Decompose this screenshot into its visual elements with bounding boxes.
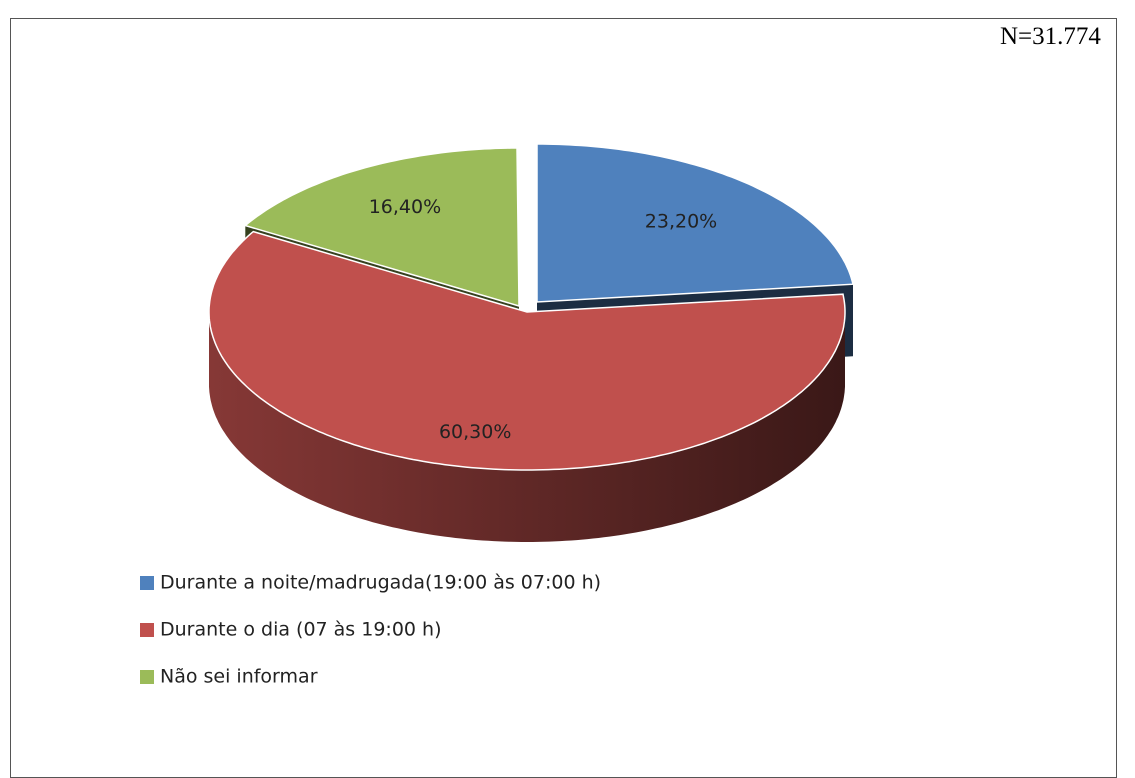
legend-swatch bbox=[140, 623, 154, 637]
pie-slice bbox=[243, 147, 520, 308]
legend-label: Durante o dia (07 às 19:00 h) bbox=[160, 619, 442, 641]
annotation: N=31.774 bbox=[1000, 23, 1101, 50]
legend-label: Durante a noite/madrugada(19:00 às 07:00… bbox=[160, 572, 601, 594]
legend-swatch bbox=[140, 670, 154, 684]
pie-slice bbox=[208, 230, 846, 471]
legend-swatch bbox=[140, 576, 154, 590]
data-label: 16,40% bbox=[369, 196, 441, 218]
data-label: 60,30% bbox=[439, 421, 511, 443]
pie-slice bbox=[536, 143, 854, 303]
pie-side bbox=[209, 312, 845, 542]
legend-label: Não sei informar bbox=[160, 666, 318, 688]
data-label: 23,20% bbox=[645, 210, 717, 232]
